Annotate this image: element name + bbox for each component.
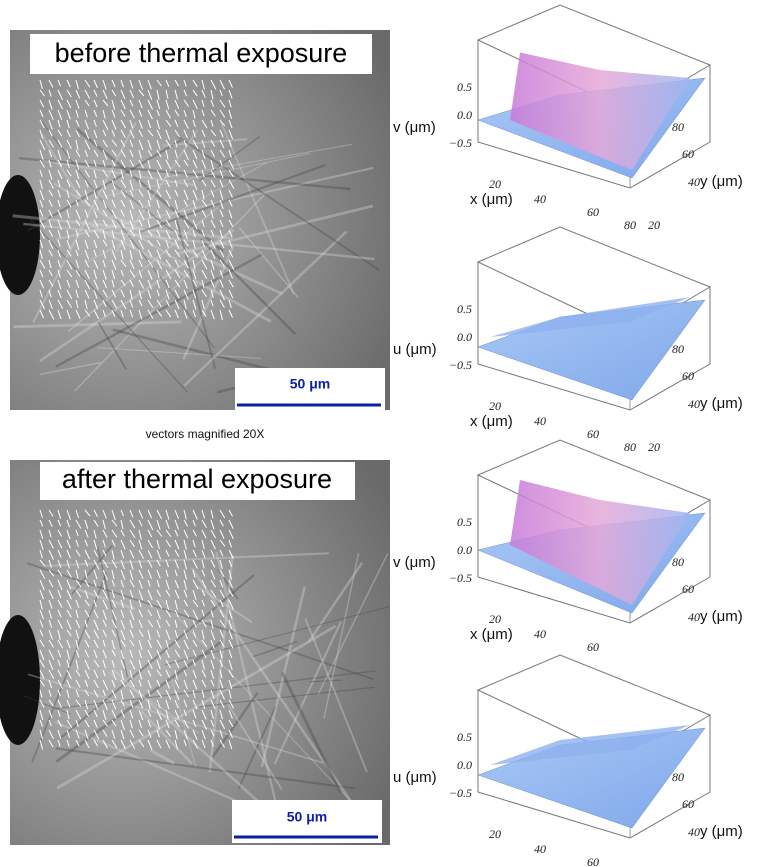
y-tick-label: 80: [672, 120, 684, 134]
x-tick-label: 80: [624, 440, 636, 454]
y-tick-label: 60: [682, 582, 694, 596]
y-tick-label: 80: [672, 555, 684, 569]
y-tick-label: 20: [648, 218, 660, 232]
x-tick-label: 60: [587, 855, 599, 867]
z-axis-label: u (μm): [393, 769, 437, 786]
x-tick-label: 80: [624, 218, 636, 232]
z-tick-label: 0.0: [457, 758, 472, 772]
x-tick-label: 40: [534, 192, 546, 206]
z-axis-label: v (μm): [393, 119, 436, 136]
z-tick-label: 0.5: [457, 302, 472, 316]
surface-wall: [510, 480, 690, 605]
x-tick-label: 40: [534, 627, 546, 641]
z-tick-label: −0.5: [449, 571, 472, 585]
x-tick-label: 60: [587, 640, 599, 654]
micrographs: vectors magnified 20X before thermal exp…: [0, 30, 390, 845]
surface-plot: u (μm) 0.5 0.0 −0.5 20 40 60 80 20 40 60 80 x (μm) y …: [393, 227, 743, 454]
y-tick-label: 40: [688, 825, 700, 839]
surface-plot: u (μm) 0.5 0.0 −0.5 20 40 60 40 60 80 y (μm): [393, 655, 743, 867]
surface-plot: v (μm) 0.5 0.0 −0.5 20 40 60 40 60 80 x (μm) y (μm): [393, 440, 743, 654]
y-axis-label: y (μm): [700, 173, 743, 190]
z-tick-label: 0.0: [457, 108, 472, 122]
y-tick-label: 20: [648, 440, 660, 454]
z-tick-label: 0.5: [457, 80, 472, 94]
y-axis-label: y (μm): [700, 823, 743, 840]
z-axis-label: v (μm): [393, 554, 436, 571]
y-axis-label: y (μm): [700, 608, 743, 625]
y-tick-label: 80: [672, 770, 684, 784]
y-axis-label: y (μm): [700, 395, 743, 412]
x-tick-label: 20: [489, 827, 501, 841]
y-tick-label: 80: [672, 342, 684, 356]
panel-title: after thermal exposure: [62, 464, 332, 494]
z-tick-label: 0.5: [457, 730, 472, 744]
x-tick-label: 60: [587, 427, 599, 441]
y-tick-label: 60: [682, 369, 694, 383]
x-tick-label: 20: [489, 399, 501, 413]
y-tick-label: 40: [688, 397, 700, 411]
x-tick-label: 40: [534, 842, 546, 856]
micrograph: [10, 460, 390, 845]
y-tick-label: 40: [688, 175, 700, 189]
caption: vectors magnified 20X: [146, 427, 265, 441]
y-tick-label: 60: [682, 797, 694, 811]
x-axis-label: x (μm): [470, 413, 513, 430]
x-tick-label: 40: [534, 414, 546, 428]
surface-plot: v (μm) 0.5 0.0 −0.5 20 40 60 80 20 40 60 80 x (μm) y …: [393, 5, 743, 232]
x-axis-label: x (μm): [470, 191, 513, 208]
z-tick-label: −0.5: [449, 786, 472, 800]
x-axis-label: x (μm): [470, 626, 513, 643]
z-tick-label: 0.0: [457, 330, 472, 344]
z-axis-label: u (μm): [393, 341, 437, 358]
panel-title: before thermal exposure: [55, 38, 348, 68]
x-tick-label: 60: [587, 205, 599, 219]
y-tick-label: 40: [688, 610, 700, 624]
surface-wall: [510, 53, 690, 171]
z-tick-label: −0.5: [449, 358, 472, 372]
figure: vectors magnified 20X before thermal exp…: [0, 0, 759, 867]
x-tick-label: 20: [489, 177, 501, 191]
z-tick-label: −0.5: [449, 136, 472, 150]
y-tick-label: 60: [682, 147, 694, 161]
scale-label: 50 μm: [290, 376, 330, 392]
z-tick-label: 0.5: [457, 515, 472, 529]
scale-label: 50 μm: [287, 809, 327, 825]
x-tick-label: 20: [489, 612, 501, 626]
z-tick-label: 0.0: [457, 543, 472, 557]
